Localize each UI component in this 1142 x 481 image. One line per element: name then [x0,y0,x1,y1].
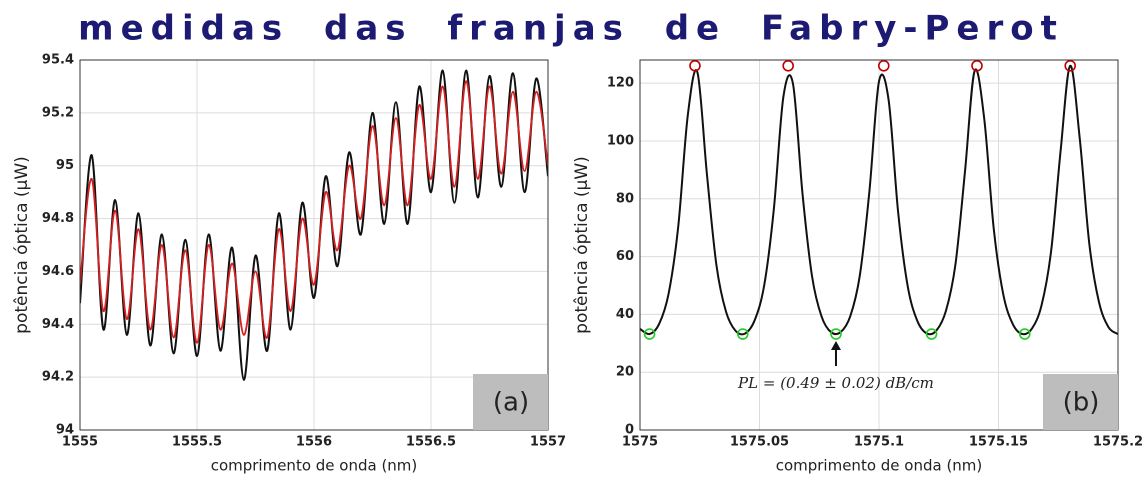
y-tick-label: 94 [56,423,74,438]
y-axis-label: potência óptica (μW) [572,156,592,334]
annotation: PL = (0.49 ± 0.02) dB/cm [737,374,934,392]
x-tick-label: 1555.5 [172,435,222,450]
marker [782,59,794,72]
y-tick-label: 95.2 [42,105,74,120]
x-tick-label: 1556.5 [406,435,456,450]
y-tick-label: 95 [56,158,74,173]
marker [971,59,983,72]
marker [689,59,701,72]
x-tick-label: 1556 [296,435,332,450]
marker [925,328,938,340]
marker [877,59,890,72]
y-tick-label: 20 [616,365,634,380]
marker [643,328,656,340]
y-axis-label: potência óptica (μW) [12,156,32,334]
x-axis-label: comprimento de onda (nm) [211,457,418,475]
y-tick-label: 94.6 [42,264,74,279]
y-tick-label: 94.4 [42,317,74,332]
figure-title: medidas das franjas de Fabry-Perot [78,9,1064,49]
y-tick-label: 120 [607,76,634,91]
axes-frame [79,59,549,431]
x-axis-label: comprimento de onda (nm) [776,457,983,475]
x-tick-label: 1575.2 [1093,435,1142,450]
y-tick-label: 94.8 [42,211,74,226]
marker [1064,59,1076,72]
x-tick-label: 1557 [530,435,566,450]
x-tick-label: 1575.1 [854,435,904,450]
data-line [80,80,548,344]
y-tick-label: 60 [616,249,634,264]
marker [830,328,842,340]
x-tick-label: 1575 [622,435,658,450]
data-line [80,69,548,381]
y-tick-label: 95.4 [42,53,74,68]
axes-frame [639,59,1119,431]
y-tick-label: 94.2 [42,370,74,385]
panel-label: (a) [493,388,529,418]
data-line [640,64,1118,336]
marker [1018,328,1031,340]
x-tick-label: 1575.15 [969,435,1028,450]
annotation-arrowhead [830,341,841,351]
marker [736,328,749,340]
panel-label: (b) [1063,388,1100,418]
x-tick-label: 1555 [62,435,98,450]
y-tick-label: 80 [616,191,634,206]
panel-box [473,374,548,430]
panel-box [1043,374,1118,430]
x-tick-label: 1575.05 [730,435,789,450]
y-tick-label: 100 [607,133,634,148]
y-tick-label: 0 [625,423,634,438]
y-tick-label: 40 [616,307,634,322]
